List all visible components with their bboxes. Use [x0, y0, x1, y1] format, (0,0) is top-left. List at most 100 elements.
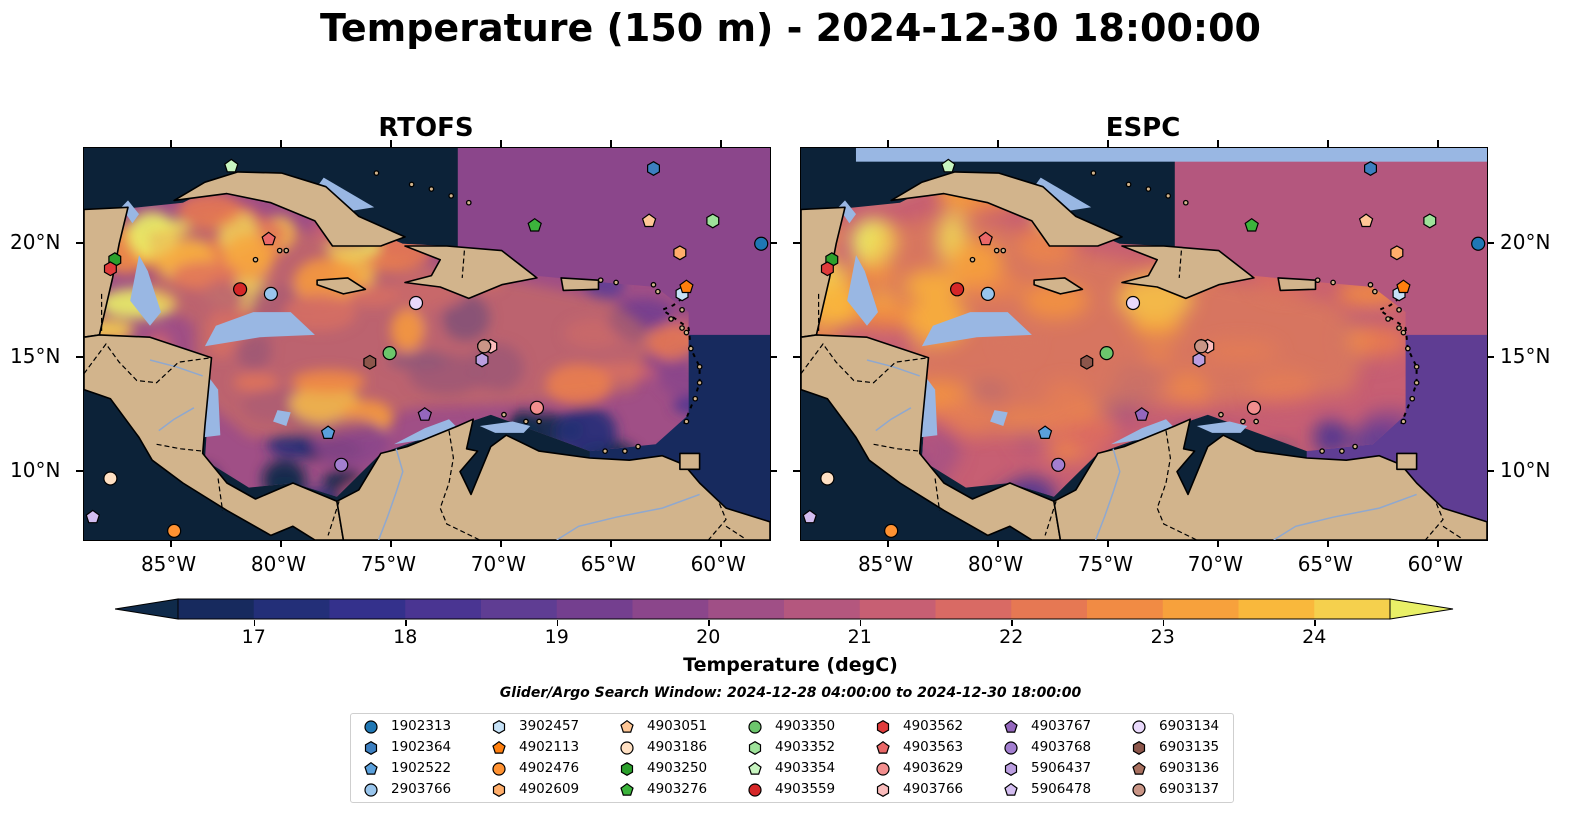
- legend-label: 6903136: [1159, 760, 1220, 776]
- small-island: [969, 256, 976, 263]
- lon-tick-top: [1216, 140, 1219, 147]
- land-cuba: [173, 171, 406, 247]
- lon-tick-top: [279, 140, 282, 147]
- borders: [801, 250, 1461, 540]
- rivers: [149, 359, 700, 540]
- small-island: [613, 279, 619, 286]
- search-window-text: Glider/Argo Search Window: 2024-12-28 04…: [499, 685, 1082, 701]
- land: [801, 170, 1487, 540]
- legend-marker: [1132, 761, 1146, 775]
- legend-label: 4903051: [647, 718, 708, 734]
- legend-label: 4903186: [647, 739, 708, 755]
- lat-tick: [770, 469, 777, 472]
- colorbar-tick-label: 18: [393, 626, 418, 648]
- small-island: [373, 170, 380, 176]
- legend-label: 6903135: [1159, 739, 1220, 755]
- colorbar-tick: [253, 620, 256, 626]
- colorbar-segment: [329, 599, 406, 619]
- legend-label: 5906437: [1031, 760, 1092, 776]
- legend-label: 6903137: [1159, 781, 1220, 797]
- small-island: [692, 395, 699, 402]
- float-marker-4902476: [884, 523, 899, 538]
- land-hispaniola: [404, 245, 538, 300]
- shallow-water: [838, 177, 1248, 445]
- colorbar-extend-high: [1389, 598, 1454, 620]
- lat-tick-label-left: 15°N: [10, 343, 61, 368]
- lon-tick: [279, 540, 282, 547]
- float-marker-4903562: [820, 261, 834, 277]
- lat-tick: [793, 241, 800, 244]
- legend-marker: [492, 783, 506, 797]
- colorbar-tick: [708, 620, 710, 626]
- legend: 1902313 1902364 1902522 2903766 3902457 49021…: [350, 713, 1234, 803]
- legend-label: 4903354: [775, 760, 836, 776]
- legend-marker: [492, 740, 506, 754]
- espc-map-canvas: [801, 148, 1487, 540]
- float-marker-1902522: [1037, 425, 1053, 439]
- lat-tick: [76, 241, 83, 244]
- small-island: [1409, 395, 1416, 402]
- small-island: [1165, 193, 1172, 199]
- float-marker-4902113: [1396, 279, 1411, 294]
- legend-label: 4903562: [903, 718, 964, 734]
- small-island: [1319, 448, 1325, 454]
- colorbar-tick-label: 23: [1150, 626, 1175, 648]
- small-island: [1400, 329, 1407, 336]
- legend-label: 4902113: [519, 739, 580, 755]
- colorbar-tick-label: 22: [999, 626, 1024, 648]
- small-island: [1000, 247, 1007, 254]
- small-island: [683, 418, 690, 425]
- legend-marker: [620, 762, 634, 776]
- hexagon-marker-icon: [364, 741, 378, 755]
- lon-tick-label: 65°W: [580, 552, 636, 576]
- lat-tick: [770, 241, 777, 244]
- small-island: [1396, 325, 1402, 331]
- pentagon-marker-icon: [620, 719, 634, 733]
- land-puertoRico: [560, 277, 600, 292]
- legend-marker: [748, 761, 762, 775]
- legend-label: 4903276: [647, 781, 708, 797]
- float-marker-1902364: [1363, 161, 1378, 176]
- float-marker-2903766: [263, 286, 278, 301]
- small-island: [683, 329, 690, 336]
- float-marker-2903766: [980, 286, 995, 301]
- lat-tick: [1487, 241, 1494, 244]
- lon-tick-top: [499, 140, 502, 147]
- float-marker-4903354: [941, 158, 956, 173]
- legend-marker: [364, 783, 378, 797]
- panel-title-rtofs: RTOFS: [378, 113, 474, 143]
- small-island: [536, 418, 542, 425]
- rtofs-map-canvas: [84, 148, 770, 540]
- legend-marker: [1004, 741, 1018, 755]
- circle-marker-icon: [620, 741, 634, 755]
- colorbar-segment: [1087, 599, 1164, 619]
- lon-tick-top: [609, 140, 612, 147]
- small-island: [602, 448, 608, 454]
- small-island: [428, 186, 435, 192]
- legend-label: 4902609: [519, 781, 580, 797]
- legend-marker: [1004, 762, 1018, 776]
- small-island: [696, 379, 703, 386]
- pentagon-marker-icon: [620, 782, 634, 796]
- legend-marker: [876, 783, 890, 797]
- small-island: [1090, 170, 1097, 176]
- lon-tick: [996, 540, 999, 547]
- lat-tick: [1487, 355, 1494, 358]
- float-marker-4903051: [1358, 213, 1374, 228]
- legend-marker: [748, 741, 762, 755]
- lon-tick: [886, 540, 889, 547]
- colorbar-tick: [1162, 620, 1165, 626]
- small-island: [283, 247, 290, 254]
- float-marker-4902609: [673, 245, 687, 261]
- legend-label: 4903559: [775, 781, 836, 797]
- lon-tick-label: 80°W: [250, 552, 307, 576]
- legend-marker: [1132, 741, 1146, 755]
- small-island: [523, 418, 529, 425]
- small-island: [1240, 418, 1246, 425]
- legend-label: 4903250: [647, 760, 708, 776]
- small-island: [1314, 277, 1321, 284]
- float-marker-1902313: [754, 236, 769, 251]
- float-marker-6903135: [363, 354, 377, 370]
- small-island: [1125, 181, 1132, 188]
- small-island: [1367, 281, 1374, 288]
